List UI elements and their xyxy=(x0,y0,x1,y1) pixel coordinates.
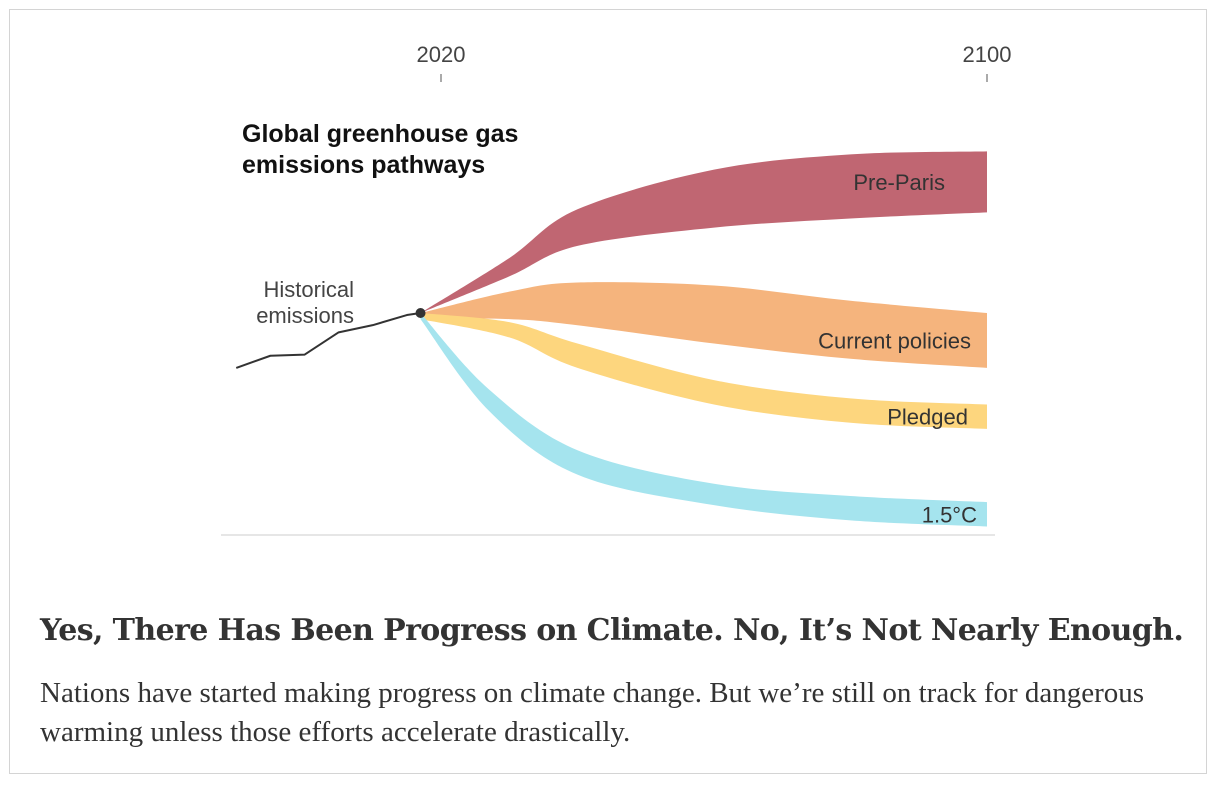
chart-title: emissions pathways xyxy=(242,151,485,179)
historical-label: emissions xyxy=(256,303,354,328)
series-label: Pre-Paris xyxy=(853,170,945,195)
band-pledged xyxy=(420,313,987,429)
band-1-5-c xyxy=(420,313,987,527)
historical-end-dot xyxy=(415,308,426,318)
x-tick-label: 2020 xyxy=(417,42,466,67)
series-label: Current policies xyxy=(818,328,971,353)
historical-emissions-line xyxy=(235,312,421,369)
article-summary: Nations have started making progress on … xyxy=(40,677,1145,748)
band-pre-paris xyxy=(420,151,987,313)
series-label: Pledged xyxy=(887,405,968,430)
x-tick-label: 2100 xyxy=(963,42,1012,67)
emissions-chart: 2020 2100 Pre-Paris Current policies Pledge… xyxy=(221,42,1012,536)
article-card[interactable]: 2020 2100 Pre-Paris Current policies Pledge… xyxy=(9,9,1207,774)
chart-title: Global greenhouse gas xyxy=(242,120,518,148)
series-label: 1.5°C xyxy=(922,502,977,527)
historical-label: Historical xyxy=(264,277,354,302)
band-current-policies xyxy=(420,282,987,368)
article-headline[interactable]: Yes, There Has Been Progress on Climate.… xyxy=(40,613,1184,648)
